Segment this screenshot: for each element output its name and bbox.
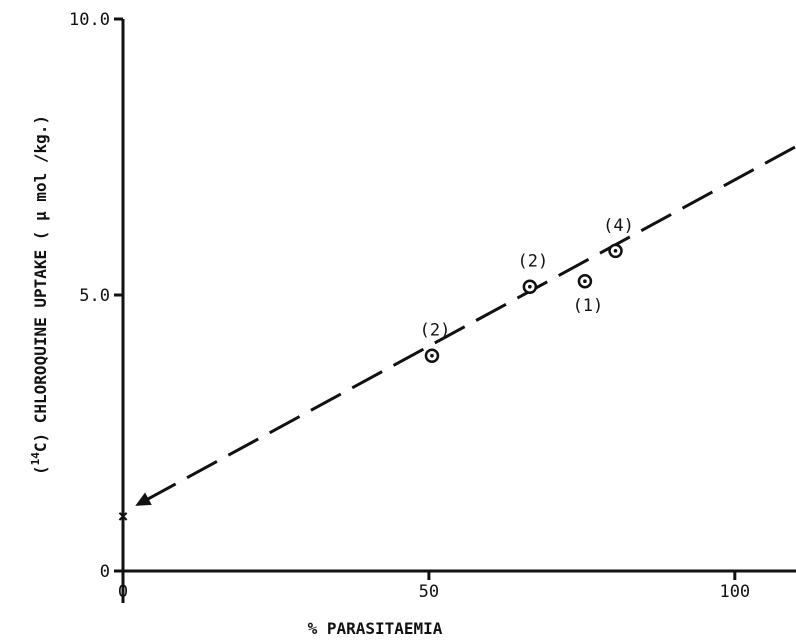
point-label: (2) xyxy=(420,321,451,341)
y-tick-label: 0 xyxy=(100,562,110,582)
y-axis-title-rest: C) CHLOROQUINE UPTAKE ( μ mol /kg.) xyxy=(31,115,50,452)
fit-line-group xyxy=(135,144,796,506)
fit-line xyxy=(145,144,796,502)
point-label: (4) xyxy=(603,216,634,236)
data-point-center xyxy=(528,284,532,289)
data-point-center xyxy=(583,279,587,284)
tick-group: 0 5.0 10.0 0 50 100 xyxy=(69,10,750,602)
x-axis-title: % PARASITAEMIA xyxy=(308,619,443,638)
y-axis-title: (14C) CHLOROQUINE UPTAKE ( μ mol /kg.) xyxy=(29,115,50,475)
y-axis-title-open: ( xyxy=(31,465,50,475)
data-point-center xyxy=(430,353,434,358)
point-labels: (2) (2) (1) (4) xyxy=(420,216,634,341)
y-tick-label: 5.0 xyxy=(79,286,110,306)
y-tick-label: 10.0 xyxy=(69,10,110,30)
data-points: × xyxy=(118,243,623,527)
y-axis-title-superscript: 14 xyxy=(29,452,42,466)
x-tick-label: 0 xyxy=(118,582,128,602)
point-label: (2) xyxy=(517,252,548,272)
x-tick-label: 50 xyxy=(419,582,439,602)
intercept-marker: × xyxy=(118,506,129,527)
x-tick-label: 100 xyxy=(719,582,750,602)
arrow-head xyxy=(135,492,152,506)
point-label: (1) xyxy=(573,296,604,316)
axes xyxy=(121,19,796,603)
data-point-center xyxy=(613,249,618,253)
